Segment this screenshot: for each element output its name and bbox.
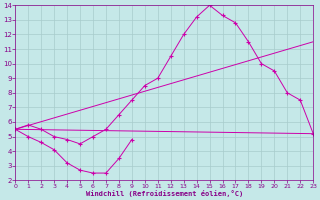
X-axis label: Windchill (Refroidissement éolien,°C): Windchill (Refroidissement éolien,°C)	[86, 190, 243, 197]
